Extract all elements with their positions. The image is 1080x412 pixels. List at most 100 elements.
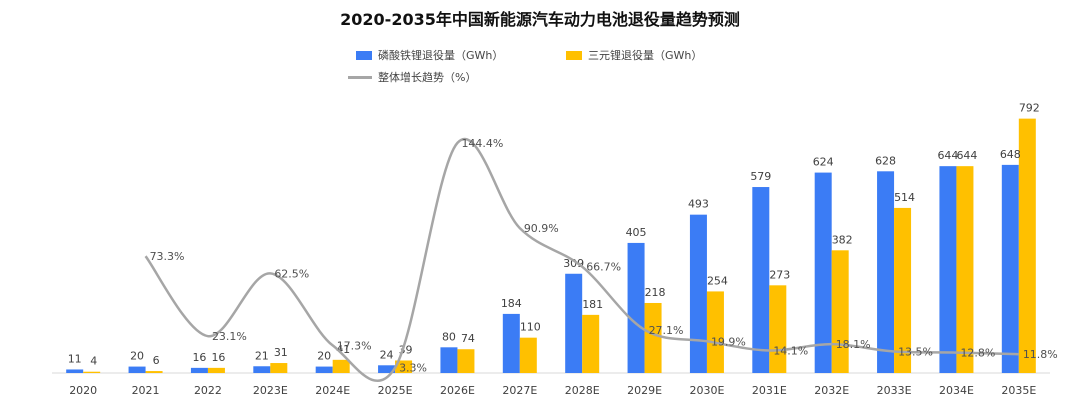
label-ternary-2026E: 74 — [461, 332, 475, 345]
x-tick-2034E: 2034E — [939, 384, 974, 397]
growth-label-2024E: 17.3% — [337, 339, 372, 352]
bar-lfp-2020 — [66, 369, 84, 373]
growth-label-2021: 73.3% — [150, 250, 185, 263]
bar-lfp-2022 — [190, 367, 208, 373]
growth-label-2030E: 19.9% — [711, 335, 746, 348]
bar-ternary-2034E — [956, 166, 974, 373]
label-ternary-2033E: 514 — [894, 191, 915, 204]
x-tick-2027E: 2027E — [502, 384, 537, 397]
x-tick-2032E: 2032E — [814, 384, 849, 397]
legend-item-lfp: 磷酸铁锂退役量（GWh） — [356, 47, 503, 63]
legend-label-growth: 整体增长趋势（%） — [378, 71, 477, 84]
x-tick-2030E: 2030E — [689, 384, 724, 397]
growth-label-2025E: 3.3% — [399, 362, 427, 375]
label-lfp-2022: 16 — [192, 351, 206, 364]
label-lfp-2035E: 648 — [1000, 148, 1021, 161]
legend-item-growth: 整体增长趋势（%） — [348, 69, 476, 85]
label-lfp-2020: 11 — [68, 352, 82, 365]
bar-ternary-2020 — [83, 371, 101, 373]
label-lfp-2026E: 80 — [442, 330, 456, 343]
label-ternary-2029E: 218 — [645, 286, 666, 299]
bar-lfp-2035E — [1001, 164, 1019, 373]
bar-lfp-2034E — [939, 166, 957, 373]
bar-lfp-2031E — [752, 187, 770, 373]
label-lfp-2029E: 405 — [626, 226, 647, 239]
bar-lfp-2033E — [877, 171, 895, 373]
label-lfp-2023E: 21 — [255, 349, 269, 362]
bar-ternary-2021 — [145, 371, 163, 373]
bar-lfp-2028E — [565, 273, 583, 373]
growth-label-2028E: 66.7% — [586, 261, 621, 274]
x-tick-2020: 2020 — [69, 384, 97, 397]
label-ternary-2035E: 792 — [1019, 102, 1040, 115]
bar-ternary-2027E — [519, 337, 537, 373]
bar-lfp-2026E — [440, 347, 458, 373]
label-lfp-2021: 20 — [130, 350, 144, 363]
label-ternary-2021: 6 — [153, 354, 160, 367]
label-ternary-2032E: 382 — [832, 233, 853, 246]
bar-lfp-2029E — [627, 242, 645, 373]
label-ternary-2027E: 110 — [520, 321, 541, 334]
x-tick-2031E: 2031E — [752, 384, 787, 397]
label-ternary-2028E: 181 — [582, 298, 603, 311]
growth-label-2029E: 27.1% — [649, 324, 684, 337]
growth-trend-line — [144, 138, 1019, 383]
x-tick-2022: 2022 — [194, 384, 222, 397]
label-lfp-2030E: 493 — [688, 198, 709, 211]
label-lfp-2032E: 624 — [813, 156, 834, 169]
bar-ternary-2030E — [706, 291, 724, 373]
legend-swatch-lfp — [356, 50, 372, 60]
bar-lfp-2024E — [315, 366, 333, 373]
legend-label-ternary: 三元锂退役量（GWh） — [588, 49, 703, 62]
chart-title: 2020-2035年中国新能源汽车动力电池退役量趋势预测 — [340, 10, 740, 29]
x-tick-2035E: 2035E — [1001, 384, 1036, 397]
bar-ternary-2028E — [582, 314, 600, 373]
x-tick-2024E: 2024E — [315, 384, 350, 397]
legend-label-lfp: 磷酸铁锂退役量（GWh） — [378, 49, 504, 62]
growth-label-2027E: 90.9% — [524, 222, 559, 235]
bar-lfp-2032E — [814, 172, 832, 373]
label-ternary-2031E: 273 — [769, 268, 790, 281]
label-ternary-2022: 16 — [211, 351, 225, 364]
label-ternary-2020: 4 — [90, 355, 97, 368]
label-ternary-2023E: 31 — [274, 346, 288, 359]
growth-label-2031E: 14.1% — [773, 345, 808, 358]
bar-lfp-2030E — [689, 214, 707, 373]
bar-ternary-2031E — [769, 285, 787, 373]
growth-label-2033E: 13.5% — [898, 345, 933, 358]
x-tick-2029E: 2029E — [627, 384, 662, 397]
label-ternary-2030E: 254 — [707, 274, 728, 287]
label-lfp-2027E: 184 — [501, 297, 522, 310]
bar-lfp-2025E — [378, 365, 396, 373]
x-tick-2023E: 2023E — [253, 384, 288, 397]
bar-lfp-2021 — [128, 366, 146, 373]
x-tick-2025E: 2025E — [378, 384, 413, 397]
label-lfp-2033E: 628 — [875, 154, 896, 167]
growth-label-2023E: 62.5% — [274, 267, 309, 280]
growth-label-2026E: 144.4% — [461, 137, 503, 150]
label-lfp-2031E: 579 — [750, 170, 771, 183]
legend-swatch-ternary — [566, 50, 582, 60]
label-lfp-2025E: 24 — [380, 348, 394, 361]
x-tick-2028E: 2028E — [565, 384, 600, 397]
bar-ternary-2032E — [831, 250, 849, 373]
growth-label-2034E: 12.8% — [960, 347, 995, 360]
bar-lfp-2023E — [253, 366, 271, 373]
x-tick-2021: 2021 — [132, 384, 160, 397]
legend-swatch-growth — [348, 75, 372, 79]
bar-ternary-2035E — [1018, 118, 1036, 373]
growth-label-2022: 23.1% — [212, 330, 247, 343]
legend-item-ternary: 三元锂退役量（GWh） — [566, 47, 702, 63]
growth-label-2035E: 11.8% — [1023, 348, 1058, 361]
bar-ternary-2025E — [395, 360, 413, 373]
label-lfp-2028E: 309 — [563, 257, 584, 270]
label-lfp-2024E: 20 — [317, 350, 331, 363]
bar-ternary-2023E — [270, 363, 288, 373]
label-lfp-2034E: 644 — [937, 149, 958, 162]
label-ternary-2034E: 644 — [956, 149, 977, 162]
bar-lfp-2027E — [502, 313, 520, 373]
x-tick-2026E: 2026E — [440, 384, 475, 397]
bar-ternary-2024E — [332, 359, 350, 373]
